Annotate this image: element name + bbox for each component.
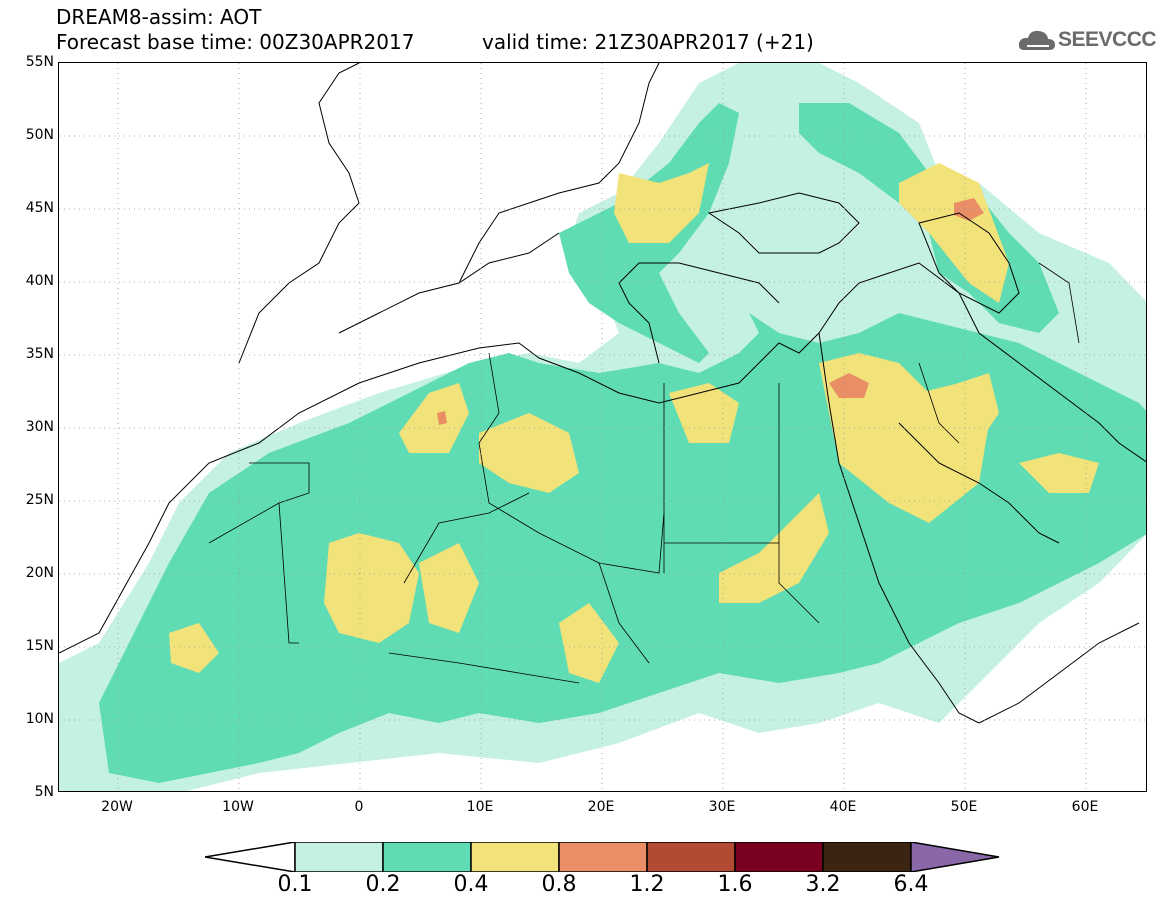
lon-label: 60E bbox=[1071, 799, 1099, 815]
colorbar-label: 3.2 bbox=[805, 872, 841, 897]
colorbar-bin bbox=[470, 842, 560, 872]
aot-map bbox=[59, 63, 1146, 791]
lon-label: 0 bbox=[354, 799, 364, 815]
colorbar-bin bbox=[822, 842, 912, 872]
colorbar-label: 1.6 bbox=[717, 872, 753, 897]
colorbar-label: 0.1 bbox=[277, 872, 313, 897]
lon-label: 40E bbox=[829, 799, 857, 815]
lat-label: 15N bbox=[25, 638, 54, 654]
colorbar bbox=[205, 842, 1000, 872]
colorbar-bin bbox=[646, 842, 736, 872]
colorbar-bin bbox=[294, 842, 384, 872]
lon-label: 20E bbox=[587, 799, 615, 815]
colorbar-label: 0.4 bbox=[453, 872, 489, 897]
lat-label: 5N bbox=[34, 784, 54, 800]
colorbar-bin bbox=[382, 842, 472, 872]
colorbar-bin bbox=[734, 842, 824, 872]
colorbar-high-arrow bbox=[910, 842, 1000, 872]
cloud-logo-icon bbox=[1018, 30, 1055, 50]
colorbar-label: 0.8 bbox=[541, 872, 577, 897]
logo-text: SEEVCCC bbox=[1058, 28, 1157, 51]
lat-label: 30N bbox=[25, 419, 54, 435]
lat-label: 55N bbox=[25, 54, 54, 70]
borders bbox=[208, 262, 1080, 684]
lat-label: 40N bbox=[25, 273, 54, 289]
colorbar-bin bbox=[558, 842, 648, 872]
graticule bbox=[59, 63, 1146, 791]
colorbar-label: 0.2 bbox=[365, 872, 401, 897]
colorbar-low-arrow bbox=[205, 842, 296, 872]
lat-label: 45N bbox=[25, 200, 54, 216]
lon-label: 30E bbox=[708, 799, 736, 815]
lon-label: 50E bbox=[950, 799, 978, 815]
lon-label: 10E bbox=[466, 799, 494, 815]
colorbar-label: 6.4 bbox=[893, 872, 929, 897]
colorbar-label: 1.2 bbox=[629, 872, 665, 897]
lat-label: 10N bbox=[25, 711, 54, 727]
aot-level-0-4 bbox=[169, 163, 1099, 683]
forecast-base-time: Forecast base time: 00Z30APR2017 bbox=[56, 30, 415, 54]
lat-label: 35N bbox=[25, 346, 54, 362]
lat-label: 50N bbox=[25, 127, 54, 143]
lat-label: 25N bbox=[25, 492, 54, 508]
coastlines bbox=[59, 63, 1146, 724]
lon-label: 20W bbox=[101, 799, 133, 815]
lat-label: 20N bbox=[25, 565, 54, 581]
lon-label: 10W bbox=[222, 799, 254, 815]
valid-time: valid time: 21Z30APR2017 (+21) bbox=[482, 30, 814, 54]
map-panel bbox=[58, 62, 1147, 792]
map-title: DREAM8-assim: AOT bbox=[56, 5, 262, 29]
